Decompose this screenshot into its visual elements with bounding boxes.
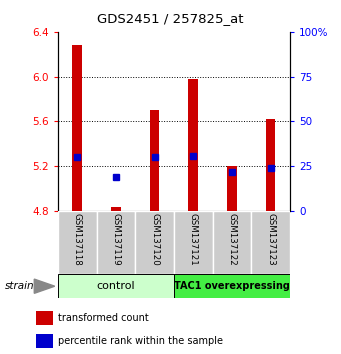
- Bar: [227, 166, 237, 211]
- Text: strain: strain: [4, 281, 34, 291]
- Bar: [111, 207, 121, 211]
- Bar: [212, 211, 251, 274]
- Bar: [266, 119, 276, 211]
- Text: GSM137120: GSM137120: [150, 212, 159, 265]
- Bar: [150, 110, 159, 211]
- Bar: [174, 211, 212, 274]
- Bar: [58, 274, 174, 298]
- Text: percentile rank within the sample: percentile rank within the sample: [58, 336, 223, 346]
- Text: GSM137123: GSM137123: [266, 212, 275, 265]
- Text: GDS2451 / 257825_at: GDS2451 / 257825_at: [97, 12, 244, 25]
- Text: transformed count: transformed count: [58, 313, 148, 323]
- Text: GSM137121: GSM137121: [189, 212, 198, 265]
- Text: GSM137122: GSM137122: [227, 212, 236, 265]
- Bar: [58, 211, 97, 274]
- Bar: [135, 211, 174, 274]
- Bar: [251, 211, 290, 274]
- Bar: [174, 274, 290, 298]
- Bar: [97, 211, 135, 274]
- Text: GSM137118: GSM137118: [73, 212, 82, 265]
- Text: control: control: [97, 281, 135, 291]
- Polygon shape: [34, 279, 55, 293]
- Bar: [36, 334, 53, 348]
- Bar: [36, 311, 53, 325]
- Bar: [73, 45, 82, 211]
- Bar: [188, 79, 198, 211]
- Text: TAC1 overexpressing: TAC1 overexpressing: [174, 281, 290, 291]
- Text: GSM137119: GSM137119: [112, 212, 120, 265]
